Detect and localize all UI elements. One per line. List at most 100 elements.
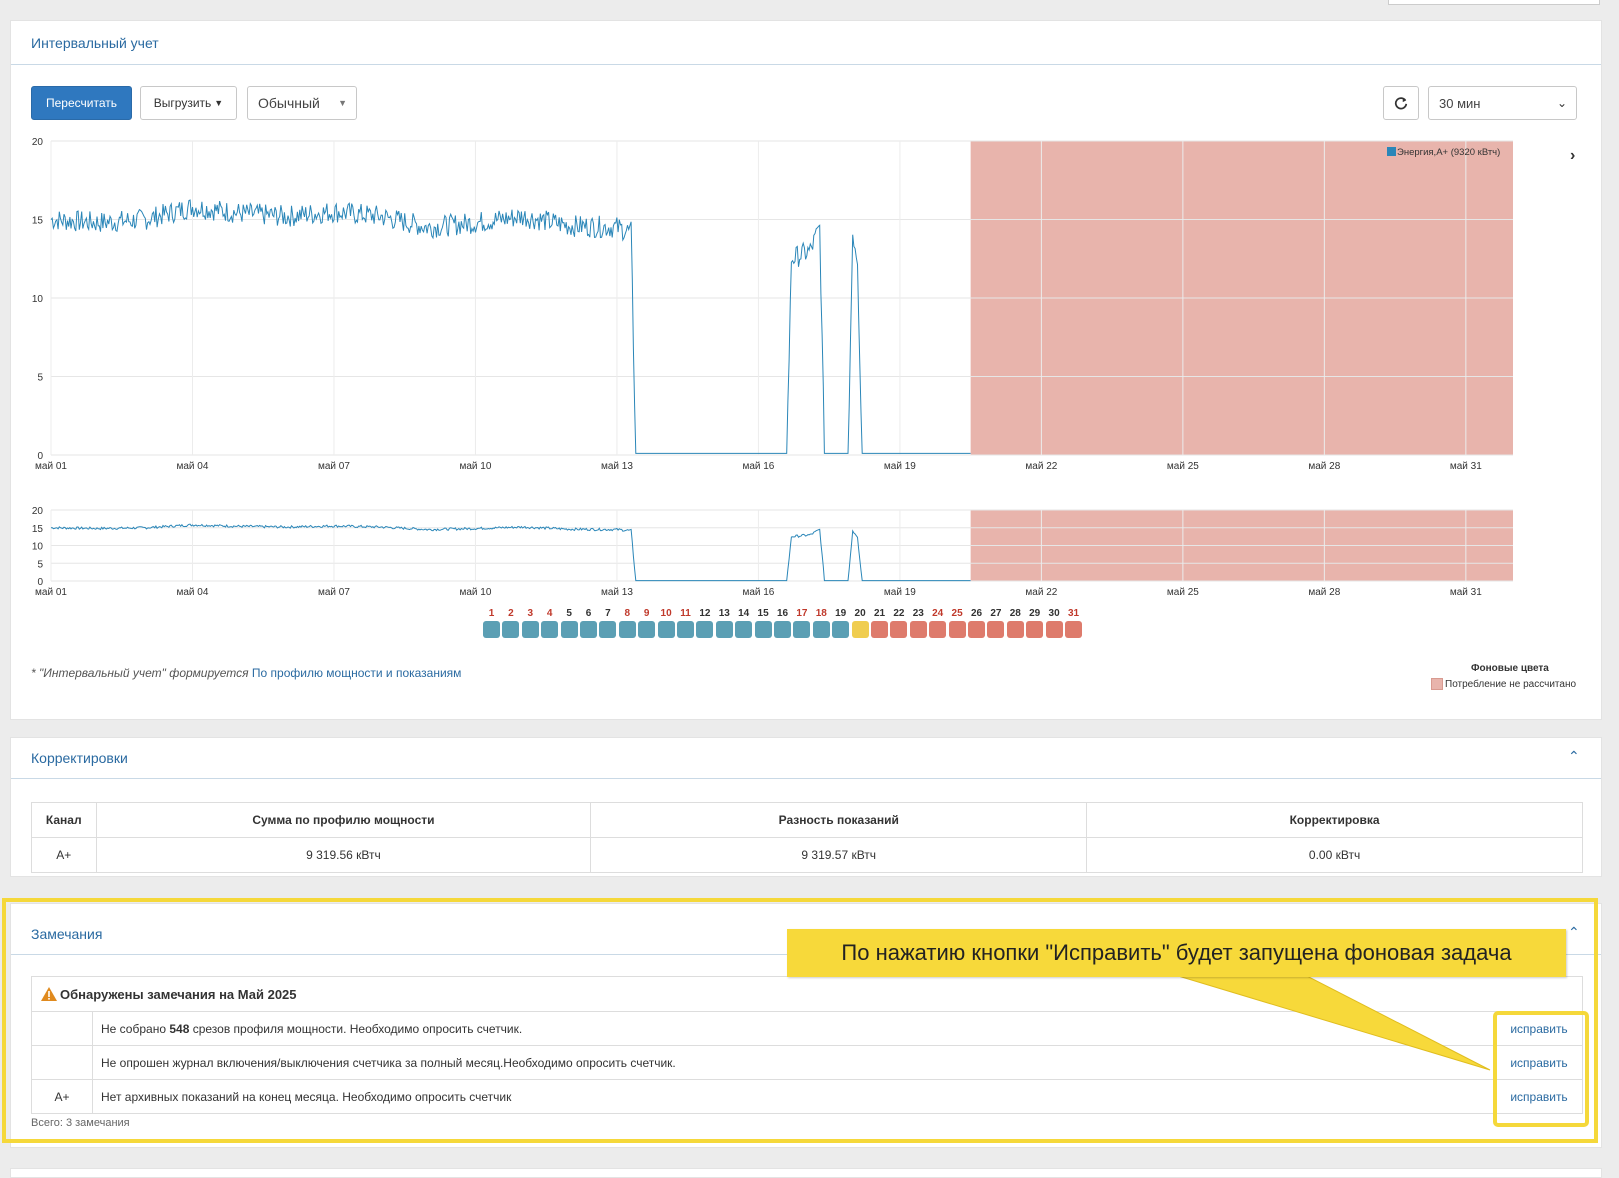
day-status-cell[interactable]: [560, 621, 578, 638]
remark-text-part: Не собрано: [101, 1021, 170, 1036]
day-label: 31: [1067, 608, 1080, 619]
day-status-cell[interactable]: [793, 621, 811, 638]
collapse-chevron-up-icon[interactable]: ⌃: [1568, 924, 1580, 940]
day-label: 25: [951, 608, 963, 619]
day-status-cell[interactable]: [735, 621, 753, 638]
day-strip: 1 2 3 4 5 6 7 8 9 10 11 12 13 14 15 16 17 18 19 20 21 22 23 24 2…: [11, 608, 1591, 651]
day-status-cell[interactable]: [638, 621, 656, 638]
day-status-cell[interactable]: [483, 621, 500, 638]
day-status-cell[interactable]: [1006, 621, 1024, 638]
day-status-cell[interactable]: [832, 621, 850, 638]
day-status-cell[interactable]: [657, 621, 675, 638]
export-dropdown-button[interactable]: Выгрузить ▼: [140, 86, 237, 120]
footnote-link[interactable]: По профилю мощности и показаниям: [251, 666, 462, 680]
y-tick-label: 20: [32, 137, 44, 148]
day-status-cell[interactable]: [1065, 621, 1082, 638]
x-tick-label: май 28: [1308, 587, 1340, 598]
mode-select[interactable]: Обычный ▼: [247, 86, 357, 120]
top-input-stub: [1388, 0, 1600, 5]
next-panel-stub: [10, 1168, 1602, 1178]
fix-button[interactable]: исправить: [1495, 1012, 1582, 1045]
fix-button[interactable]: исправить: [1495, 1080, 1582, 1113]
export-label: Выгрузить: [153, 96, 212, 110]
bg-legend-item: Потребление не рассчитано: [1431, 678, 1576, 690]
interval-select[interactable]: 30 мин ⌄: [1428, 86, 1577, 120]
day-label: 26: [970, 608, 983, 619]
day-status-cell[interactable]: [948, 621, 966, 638]
remark-text-part: срезов профиля мощности. Необходимо опро…: [189, 1021, 523, 1036]
recalculate-button[interactable]: Пересчитать: [31, 86, 132, 120]
day-label: 4: [546, 608, 553, 619]
day-status-cell[interactable]: [696, 621, 714, 638]
column-header: Корректировка: [1086, 802, 1583, 838]
x-tick-label: май 04: [177, 461, 209, 472]
chart-legend: Энергия,А+ (9320 кВтч): [1387, 147, 1500, 158]
y-tick-label: 5: [37, 559, 43, 570]
day-label: 22: [893, 608, 905, 619]
day-label: 24: [932, 608, 944, 619]
day-label: 14: [738, 608, 750, 619]
x-tick-label: май 19: [884, 461, 916, 472]
x-tick-label: май 22: [1025, 461, 1057, 472]
day-status-cell[interactable]: [599, 621, 617, 638]
day-status-cell[interactable]: [541, 621, 559, 638]
callout-box: По нажатию кнопки "Исправить" будет запу…: [787, 929, 1566, 977]
day-status-cell[interactable]: [774, 621, 791, 638]
remarks-box: Обнаружены замечания на Май 2025 Не собр…: [31, 976, 1583, 1114]
day-status-cell[interactable]: [1026, 621, 1044, 638]
x-tick-label: май 13: [601, 587, 633, 598]
x-tick-label: май 31: [1450, 587, 1482, 598]
day-status-cell[interactable]: [580, 621, 597, 638]
day-status-cell[interactable]: [1045, 621, 1063, 638]
table-cell: А+: [31, 837, 97, 873]
interval-header-divider: [11, 64, 1601, 65]
day-status-cell[interactable]: [871, 621, 888, 638]
day-status-cell[interactable]: [521, 621, 539, 638]
y-tick-label: 0: [37, 577, 43, 588]
y-tick-label: 10: [32, 542, 44, 553]
day-status-cell[interactable]: [851, 621, 869, 638]
day-status-cell[interactable]: [754, 621, 772, 638]
day-label: 19: [835, 608, 847, 619]
x-tick-label: май 07: [318, 587, 350, 598]
day-status-cell[interactable]: [812, 621, 830, 638]
day-status-cell[interactable]: [715, 621, 733, 638]
remark-text: Нет архивных показаний на конец месяца. …: [93, 1090, 1495, 1104]
day-status-cell[interactable]: [929, 621, 947, 638]
remark-text-part: 548: [169, 1021, 190, 1036]
day-status-cell[interactable]: [909, 621, 927, 638]
fix-button[interactable]: исправить: [1495, 1046, 1582, 1079]
day-label: 17: [796, 608, 808, 619]
chevron-down-icon: ⌄: [1556, 96, 1567, 110]
remarks-total: Всего: 3 замечания: [31, 1117, 130, 1129]
y-tick-label: 15: [32, 216, 44, 227]
day-label: 15: [757, 608, 769, 619]
day-status-cell[interactable]: [968, 621, 985, 638]
remark-text: Не опрошен журнал включения/выключения с…: [93, 1056, 1495, 1070]
footnote-text: * "Интервальный учет" формируется: [31, 666, 252, 680]
table-row: А+ 9 319.56 кВтч 9 319.57 кВтч 0.00 кВтч: [31, 837, 1583, 873]
table-cell: 0.00 кВтч: [1086, 837, 1583, 873]
remarks-list: Не собрано 548 срезов профиля мощности. …: [32, 1012, 1582, 1113]
interval-select-value: 30 мин: [1439, 95, 1481, 111]
day-status-cell[interactable]: [890, 621, 908, 638]
day-status-cell[interactable]: [502, 621, 520, 638]
refresh-icon: [1394, 97, 1408, 110]
x-tick-label: май 25: [1167, 587, 1199, 598]
x-tick-label: май 10: [459, 587, 491, 598]
remarks-title: Замечания: [31, 926, 103, 942]
x-tick-label: май 16: [742, 587, 774, 598]
day-status-cell[interactable]: [987, 621, 1005, 638]
remark-row: Не опрошен журнал включения/выключения с…: [32, 1046, 1582, 1080]
collapse-chevron-up-icon[interactable]: ⌃: [1568, 748, 1580, 764]
y-tick-label: 15: [32, 524, 44, 535]
day-status-cell[interactable]: [677, 621, 694, 638]
interval-chart[interactable]: 0 5 10 15 20 май 01 май 04 май 07 май 10 май 13 ма…: [11, 131, 1591, 506]
day-status-cell[interactable]: [618, 621, 636, 638]
day-label: 6: [585, 608, 592, 619]
refresh-button[interactable]: [1383, 86, 1419, 120]
day-label: 7: [605, 608, 611, 619]
x-tick-label: май 22: [1025, 587, 1057, 598]
legend-next-icon[interactable]: ›: [1570, 147, 1576, 164]
